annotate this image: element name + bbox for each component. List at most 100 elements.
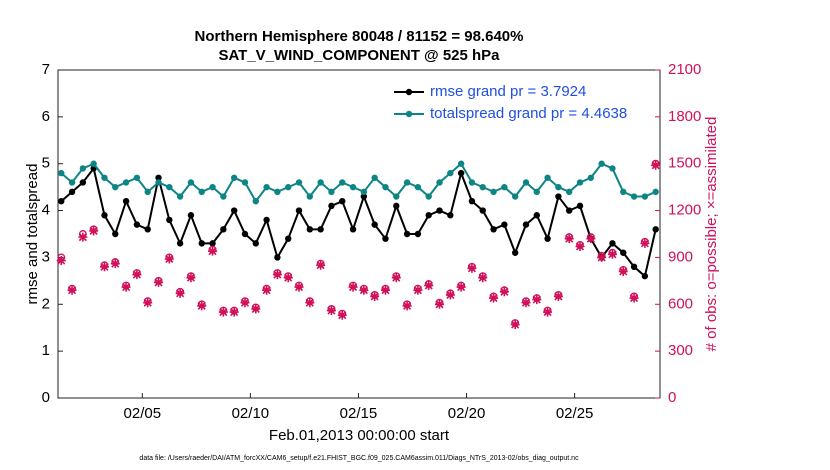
point bbox=[122, 179, 130, 186]
point bbox=[229, 307, 239, 317]
point bbox=[198, 188, 205, 196]
y-tick-label: 4 bbox=[42, 202, 50, 219]
y2-tick-label: 300 bbox=[668, 342, 693, 359]
point bbox=[533, 188, 540, 196]
legend-box bbox=[390, 80, 648, 130]
point bbox=[501, 183, 508, 191]
point bbox=[447, 169, 454, 177]
point bbox=[166, 183, 173, 191]
point bbox=[175, 288, 185, 298]
point bbox=[316, 260, 326, 270]
point bbox=[187, 212, 195, 219]
point bbox=[391, 273, 401, 283]
point bbox=[564, 234, 574, 244]
point bbox=[252, 240, 259, 247]
point bbox=[586, 234, 596, 244]
point bbox=[478, 273, 488, 283]
point bbox=[490, 188, 497, 196]
point bbox=[337, 310, 347, 320]
point bbox=[553, 291, 563, 301]
point bbox=[68, 188, 76, 196]
point bbox=[402, 301, 412, 311]
point bbox=[349, 226, 357, 233]
point bbox=[328, 202, 335, 210]
point bbox=[58, 169, 65, 177]
point bbox=[641, 193, 649, 200]
y-tick-label: 2 bbox=[42, 295, 50, 312]
point bbox=[424, 281, 434, 291]
point bbox=[209, 240, 216, 247]
series-line bbox=[60, 166, 657, 279]
point bbox=[220, 193, 227, 200]
point bbox=[371, 174, 378, 181]
point bbox=[393, 193, 400, 200]
point bbox=[209, 183, 216, 191]
x-tick-label: 02/05 bbox=[124, 405, 162, 422]
point bbox=[490, 226, 497, 233]
point bbox=[328, 188, 335, 196]
point bbox=[576, 202, 584, 210]
point bbox=[371, 221, 378, 228]
footnote: data file: /Users/raeder/DAI/ATM_forcXX/… bbox=[139, 455, 579, 462]
point bbox=[349, 183, 357, 191]
point bbox=[468, 198, 476, 205]
point bbox=[133, 174, 141, 181]
point bbox=[403, 230, 411, 238]
point bbox=[511, 193, 519, 200]
point bbox=[436, 207, 443, 214]
point bbox=[403, 179, 411, 186]
point bbox=[112, 183, 119, 191]
point bbox=[295, 179, 303, 186]
point bbox=[511, 249, 519, 256]
point bbox=[144, 226, 151, 233]
x-axis-label: Feb.01,2013 00:00:00 start bbox=[269, 427, 450, 444]
point bbox=[566, 188, 573, 196]
point bbox=[555, 183, 562, 191]
point bbox=[598, 160, 605, 167]
point bbox=[652, 226, 659, 233]
x-tick-label: 02/15 bbox=[340, 405, 378, 422]
point bbox=[283, 273, 293, 283]
point bbox=[241, 230, 249, 238]
point bbox=[220, 226, 227, 233]
point bbox=[240, 298, 250, 308]
y2-axis-label: # of obs: o=possible; ×=assimilated bbox=[703, 117, 720, 352]
point bbox=[468, 179, 476, 186]
point bbox=[208, 246, 218, 256]
point bbox=[413, 285, 423, 295]
point bbox=[510, 320, 520, 330]
point bbox=[218, 307, 228, 317]
point bbox=[263, 216, 270, 224]
point bbox=[186, 273, 196, 283]
point bbox=[467, 263, 477, 273]
y2-tick-label: 600 bbox=[668, 295, 693, 312]
point bbox=[630, 263, 638, 270]
point bbox=[630, 193, 638, 200]
point bbox=[652, 188, 659, 196]
point bbox=[164, 254, 174, 264]
x-tick-label: 02/25 bbox=[556, 405, 594, 422]
point bbox=[68, 179, 76, 186]
point bbox=[651, 160, 661, 170]
point bbox=[457, 169, 465, 177]
point bbox=[79, 179, 87, 186]
legend-marker bbox=[405, 88, 413, 96]
point bbox=[499, 287, 509, 297]
y-tick-label: 7 bbox=[42, 61, 50, 78]
y2-tick-label: 1500 bbox=[668, 155, 701, 172]
point bbox=[489, 293, 499, 303]
point bbox=[339, 179, 346, 186]
point bbox=[555, 193, 562, 200]
point bbox=[251, 304, 261, 314]
point bbox=[166, 216, 173, 224]
y2-tick-label: 0 bbox=[668, 389, 676, 406]
point bbox=[252, 198, 259, 205]
point bbox=[339, 198, 346, 205]
point bbox=[382, 235, 389, 242]
point bbox=[317, 179, 324, 186]
chart-title: Northern Hemisphere 80048 / 81152 = 98.6… bbox=[195, 28, 524, 45]
point bbox=[360, 193, 368, 200]
y-axis-label: rmse and totalspread bbox=[24, 164, 41, 305]
point bbox=[479, 183, 486, 191]
series-line bbox=[60, 162, 657, 203]
